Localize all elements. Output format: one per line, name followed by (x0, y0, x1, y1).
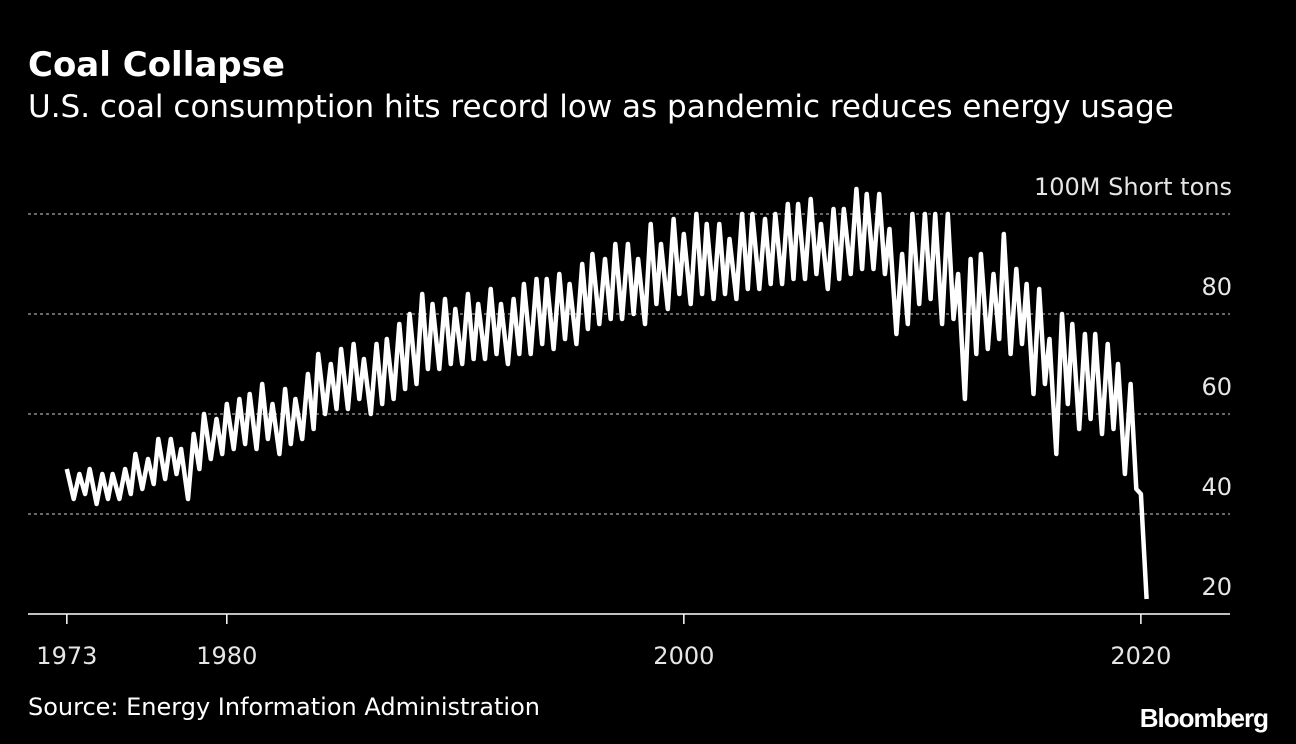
brand-logo: Bloomberg (1140, 703, 1268, 733)
x-tick-label: 1973 (36, 642, 97, 670)
x-tick-label: 2020 (1110, 642, 1171, 670)
y-tick-label: 20 (1201, 573, 1232, 601)
y-tick-label: 40 (1201, 473, 1232, 501)
x-tick-label: 2000 (653, 642, 714, 670)
source: Source: Energy Information Administratio… (28, 693, 540, 721)
y-tick-label: 60 (1201, 373, 1232, 401)
y-tick-label: 80 (1201, 273, 1232, 301)
x-tick-label: 1980 (196, 642, 257, 670)
line (64, 186, 1149, 600)
chart-title: Coal Collapse (28, 45, 285, 85)
chart-subtitle: U.S. coal consumption hits record low as… (28, 89, 1174, 125)
y-tick-label: 100M Short tons (1034, 173, 1232, 201)
